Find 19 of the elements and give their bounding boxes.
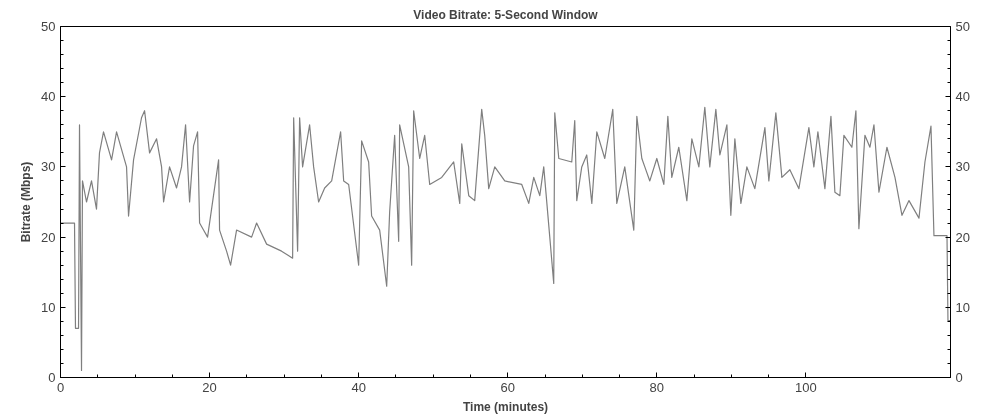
y-tick-label: 40 [41,89,56,105]
y2-tick-label: 50 [955,19,970,34]
x-tick-label: 80 [649,379,665,395]
x-tick-label: 100 [795,379,817,395]
x-tick-label: 40 [351,379,366,395]
chart-title: Video Bitrate: 5-Second Window [413,7,599,22]
x-tick-label: 60 [500,379,515,395]
y-axis-title: Bitrate (Mbps) [19,161,34,243]
y-tick-label: 30 [41,159,56,175]
y-tick-label: 20 [41,229,56,245]
line-series [60,106,951,372]
y-tick-label: 50 [41,19,56,34]
x-axis-title: Time (minutes) [462,399,549,414]
y2-tick-label: 40 [955,89,970,105]
y-tick-label: 10 [41,299,56,315]
y2-tick-label: 10 [955,299,970,315]
x-tick-label: 20 [202,379,217,395]
y2-tick-label: 20 [955,229,970,245]
y2-tick-label: 30 [955,159,970,175]
